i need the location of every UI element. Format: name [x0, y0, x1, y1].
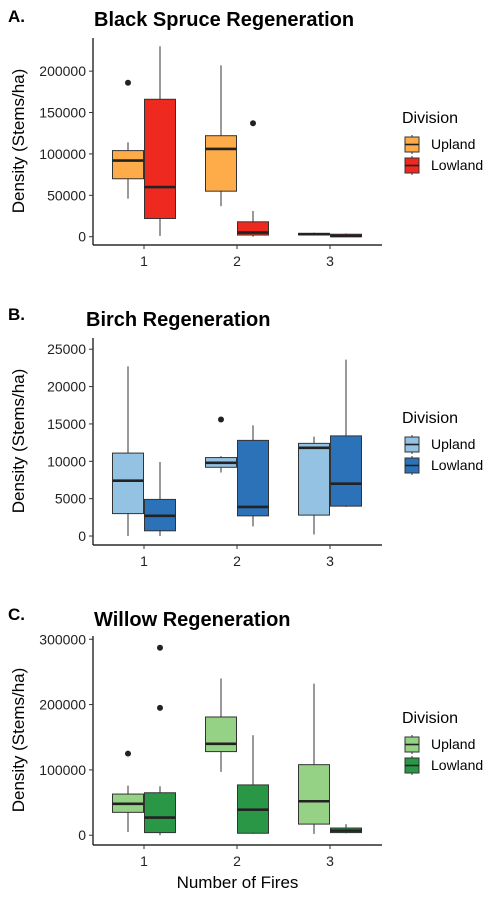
legend-title: Division — [402, 110, 458, 127]
panel-letter: C. — [8, 605, 25, 624]
y-tick-label: 150000 — [39, 105, 86, 121]
panel-title: Black Spruce Regeneration — [94, 9, 354, 31]
y-tick-label: 300000 — [39, 631, 86, 647]
y-tick-label: 0 — [78, 229, 86, 245]
y-tick-label: 25000 — [47, 341, 86, 357]
box-upland-3 — [298, 436, 330, 535]
y-tick-label: 5000 — [55, 491, 86, 507]
panel-title: Willow Regeneration — [94, 609, 291, 631]
y-tick-label: 20000 — [47, 379, 86, 395]
x-tick-label: 3 — [326, 553, 334, 569]
box-lowland-2 — [237, 120, 269, 237]
panel-letter: B. — [8, 305, 25, 324]
y-tick-label: 0 — [78, 528, 86, 544]
box-lowland-1 — [144, 644, 176, 836]
x-tick-label: 3 — [326, 253, 334, 269]
legend: Division Upland Lowland — [402, 410, 483, 475]
box-lowland-2 — [237, 425, 269, 527]
box-lowland-2 — [237, 735, 269, 834]
box-upland-2 — [205, 416, 237, 473]
box-iqr — [205, 716, 237, 753]
box-iqr — [112, 452, 144, 515]
legend-label: Upland — [431, 736, 475, 752]
outlier-point — [125, 750, 131, 757]
y-axis-title: Density (Stems/ha) — [9, 69, 28, 214]
x-tick-label: 1 — [140, 853, 148, 869]
box-upland-1 — [112, 79, 144, 199]
x-axis-title: Number of Fires — [177, 873, 299, 892]
x-tick-label: 3 — [326, 853, 334, 869]
y-tick-label: 0 — [78, 827, 86, 843]
legend-label: Lowland — [431, 157, 483, 173]
box-iqr — [298, 764, 330, 825]
y-tick-label: 15000 — [47, 416, 86, 432]
box-iqr — [237, 439, 269, 517]
box-iqr — [330, 435, 362, 507]
legend-label: Lowland — [431, 757, 483, 773]
panel-letter: A. — [8, 7, 25, 26]
y-tick-label: 100000 — [39, 146, 86, 162]
y-tick-label: 100000 — [39, 762, 86, 778]
legend-title: Division — [402, 410, 458, 427]
panel-1: B. Birch Regeneration 0 5000 10000 15000 20000… — [8, 305, 483, 569]
box-upland-1 — [112, 750, 144, 832]
legend-label: Upland — [431, 436, 475, 452]
x-tick-label: 2 — [233, 253, 241, 269]
box-upland-1 — [112, 366, 144, 537]
panel-title: Birch Regeneration — [86, 309, 270, 331]
box-iqr — [205, 135, 237, 192]
box-iqr — [144, 792, 176, 834]
box-lowland-3 — [330, 824, 362, 834]
y-tick-label: 200000 — [39, 63, 86, 79]
x-tick-label: 1 — [140, 553, 148, 569]
outlier-point — [250, 120, 256, 127]
x-tick-label: 1 — [140, 253, 148, 269]
x-tick-label: 2 — [233, 853, 241, 869]
y-axis-title: Density (Stems/ha) — [9, 369, 28, 514]
outlier-point — [218, 416, 224, 423]
box-iqr — [298, 442, 330, 516]
box-upland-2 — [205, 678, 237, 772]
outlier-point — [125, 79, 131, 86]
panel-0: A. Black Spruce Regeneration 0 50000 100000 1… — [8, 7, 483, 269]
box-lowland-3 — [330, 359, 362, 507]
box-iqr — [144, 98, 176, 220]
outlier-point — [157, 704, 163, 711]
legend-label: Upland — [431, 136, 475, 152]
box-upland-2 — [205, 65, 237, 207]
y-tick-label: 10000 — [47, 453, 86, 469]
legend: Division Upland Lowland — [402, 110, 483, 175]
legend-label: Lowland — [431, 457, 483, 473]
box-iqr — [112, 150, 144, 180]
box-upland-3 — [298, 232, 330, 236]
box-lowland-1 — [144, 46, 176, 236]
panel-2: C. Willow Regeneration 0 100000 200000 300000… — [8, 605, 483, 892]
box-lowland-3 — [330, 233, 362, 238]
box-lowland-1 — [144, 462, 176, 537]
y-tick-label: 200000 — [39, 697, 86, 713]
box-upland-3 — [298, 683, 330, 834]
legend: Division Upland Lowland — [402, 710, 483, 775]
x-tick-label: 2 — [233, 553, 241, 569]
y-axis-title: Density (Stems/ha) — [9, 668, 28, 813]
outlier-point — [157, 644, 163, 651]
legend-title: Division — [402, 710, 458, 727]
y-tick-label: 50000 — [47, 187, 86, 203]
